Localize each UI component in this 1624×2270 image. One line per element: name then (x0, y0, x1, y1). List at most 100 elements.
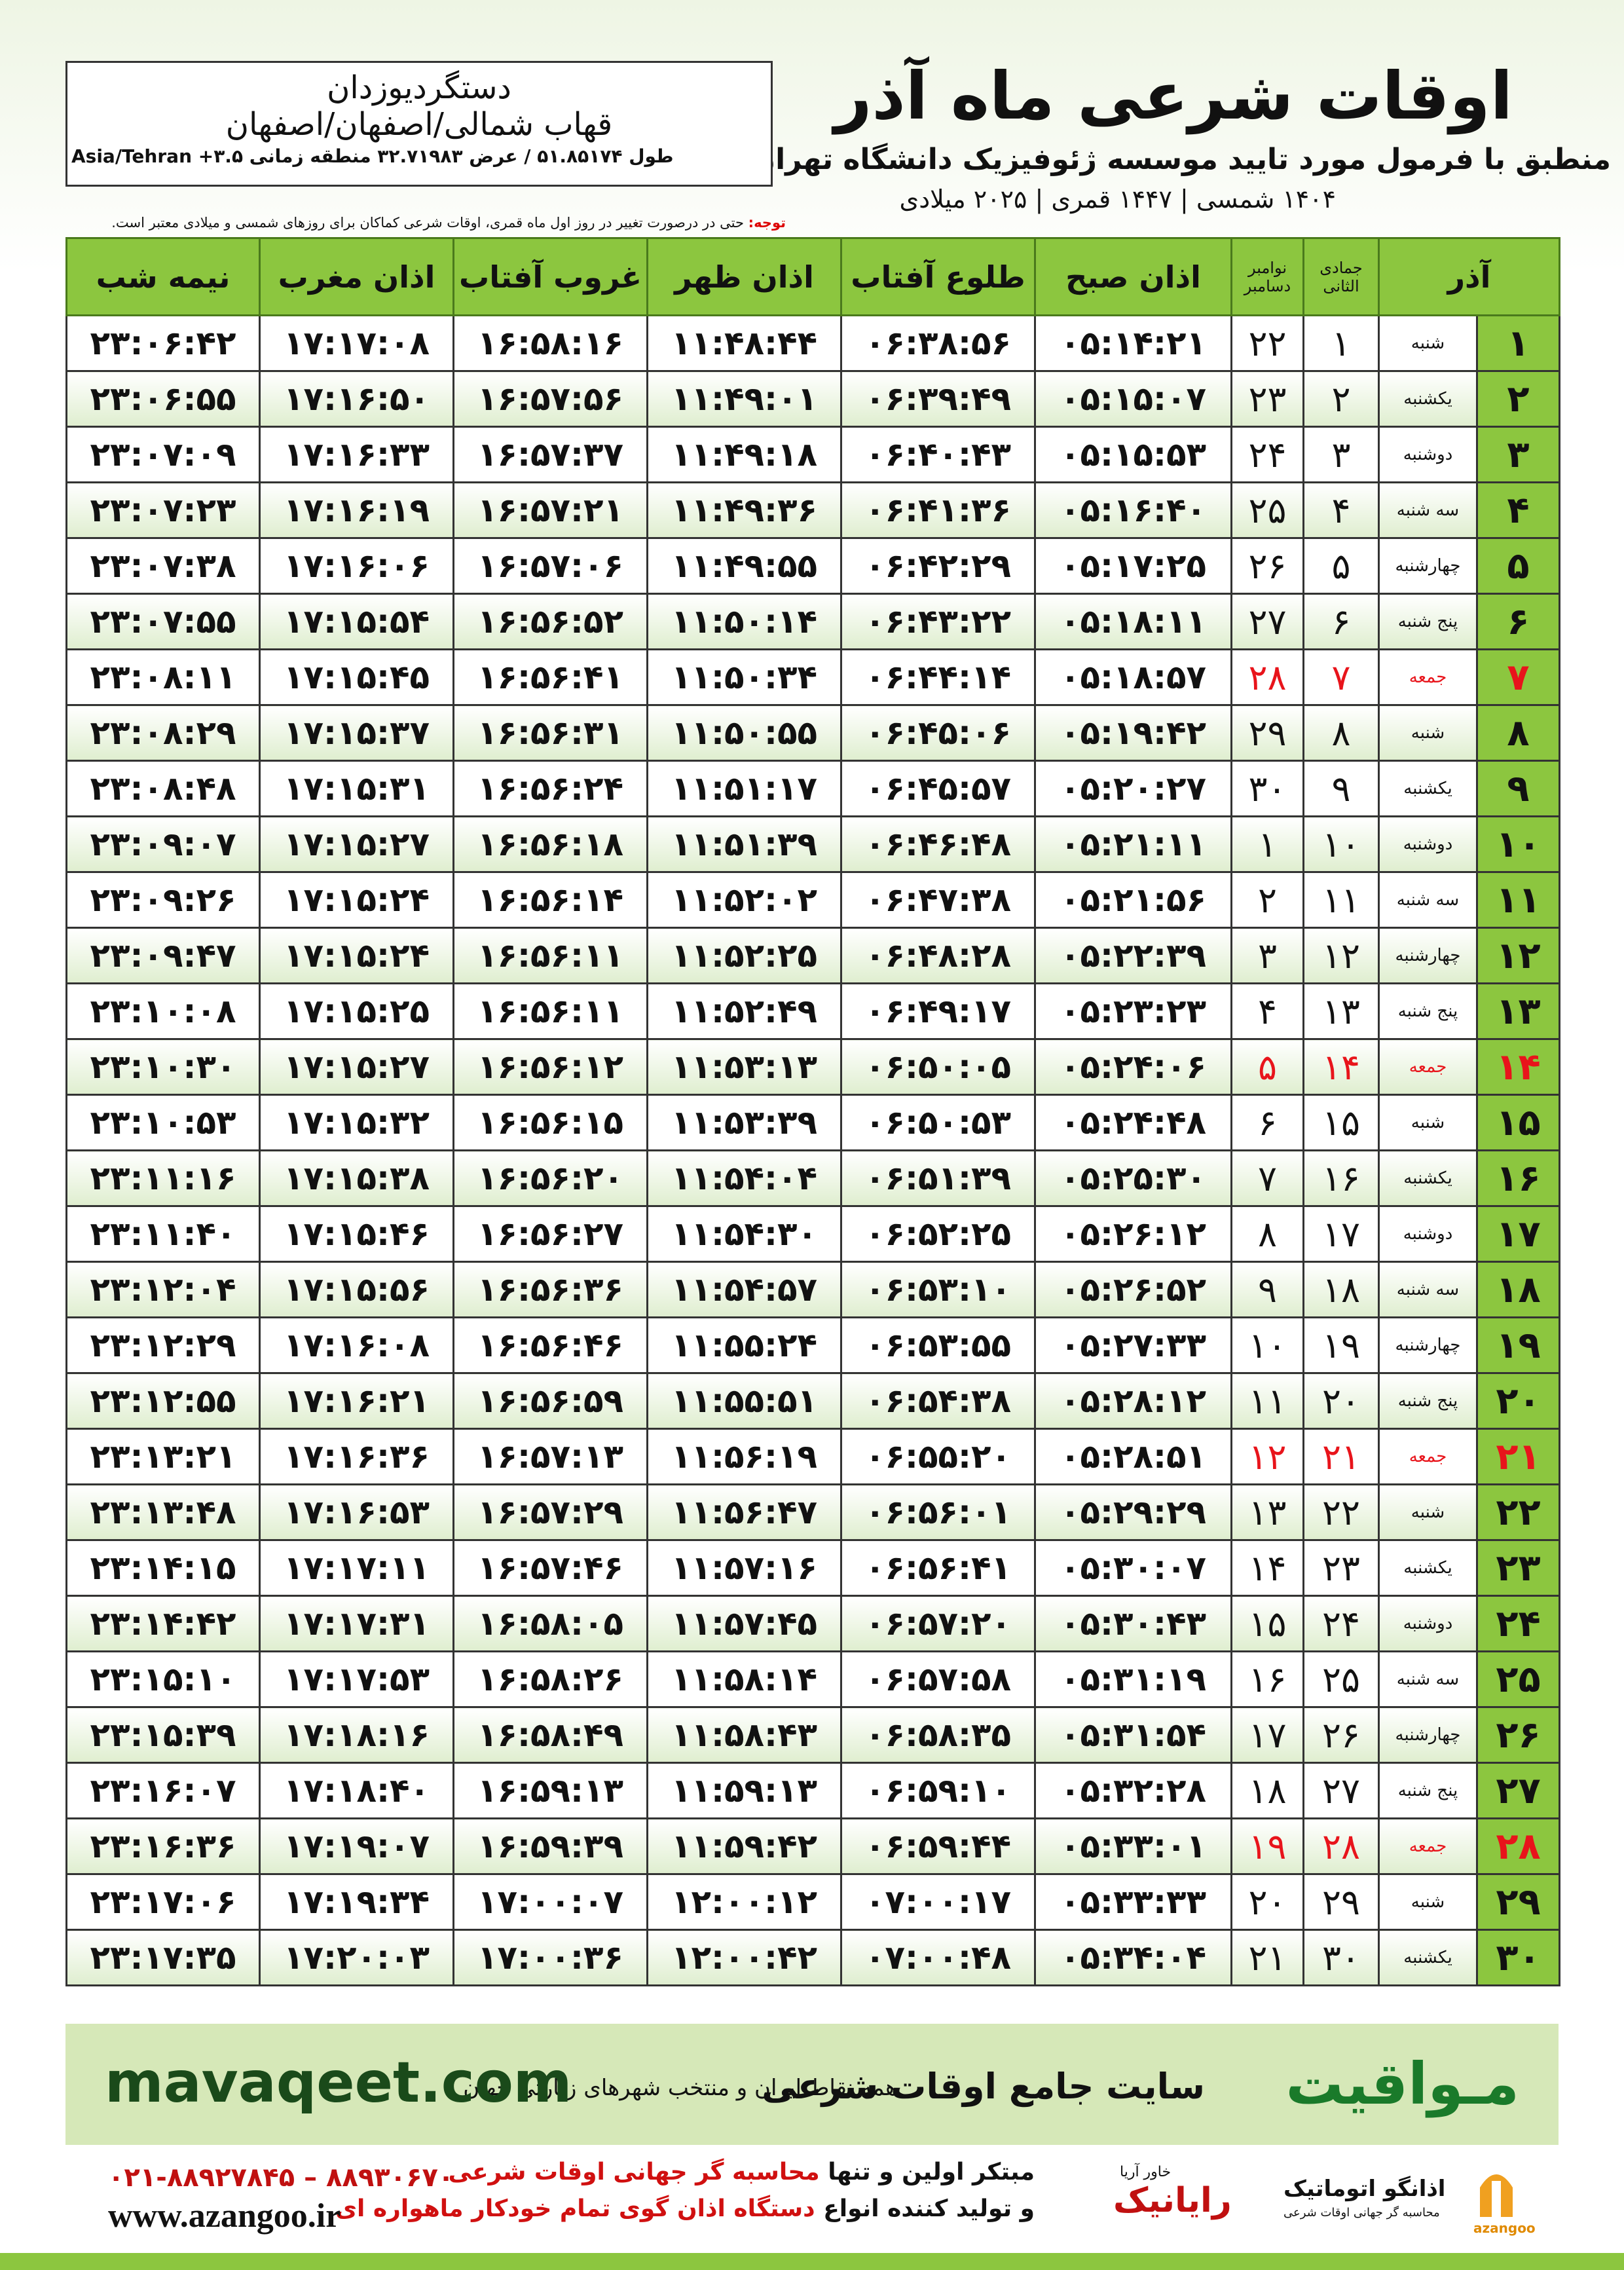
qamari-day: ۱۰ (1302, 815, 1380, 873)
time: ۰۵:۲۱:۱۱ (1034, 815, 1232, 873)
time: ۱۱:۵۳:۳۹ (646, 1094, 842, 1151)
time: ۱۷:۱۶:۲۱ (259, 1372, 454, 1430)
time: ۰۵:۱۵:۵۳ (1034, 426, 1232, 483)
time: ۲۳:۱۶:۰۷ (65, 1762, 261, 1819)
banner-desc: همه نقاط ایران و منتخب شهرهای زیارتی جها… (463, 2075, 897, 2101)
time: ۰۵:۳۲:۲۸ (1034, 1762, 1232, 1819)
prayer-table: آذر جمادی الثانی نوامبر دسامبر اذان صبح طل… (65, 237, 1561, 1986)
time: ۲۳:۱۲:۲۹ (65, 1316, 261, 1374)
time: ۱۶:۵۶:۲۰ (452, 1149, 648, 1207)
time: ۱۱:۵۷:۴۵ (646, 1595, 842, 1652)
day: ۱۸ (1476, 1261, 1561, 1318)
logo-azangoo-sub: محاسبه گر جهانی اوقات شرعی (1283, 2206, 1440, 2220)
gregorian-day: ۱۸ (1230, 1762, 1304, 1819)
day: ۸ (1476, 704, 1561, 762)
gregorian-day: ۲۴ (1230, 426, 1304, 483)
time: ۱۱:۴۹:۱۸ (646, 426, 842, 483)
time: ۰۶:۵۳:۵۵ (840, 1316, 1036, 1374)
time: ۲۳:۱۵:۳۹ (65, 1706, 261, 1764)
time: ۰۵:۲۸:۱۲ (1034, 1372, 1232, 1430)
time: ۲۳:۰۷:۰۹ (65, 426, 261, 483)
qamari-day: ۱۱ (1302, 871, 1380, 929)
gregorian-day: ۱۵ (1230, 1595, 1304, 1652)
time: ۱۱:۵۳:۱۳ (646, 1038, 842, 1096)
weekday: سه شنبه (1377, 481, 1479, 539)
footer-highlight: محاسبه گر جهانی اوقات شرعی (448, 2159, 820, 2186)
day: ۱۶ (1476, 1149, 1561, 1207)
qamari-day: ۲۱ (1302, 1428, 1380, 1485)
time-header: اذان ظهر (646, 237, 842, 316)
time: ۱۶:۵۹:۳۹ (452, 1817, 648, 1875)
time: ۱۱:۵۹:۴۲ (646, 1817, 842, 1875)
bottom-bar (0, 2253, 1624, 2270)
time: ۰۶:۵۶:۰۱ (840, 1483, 1036, 1541)
website[interactable]: www.azangoo.ir (108, 2197, 341, 2235)
time: ۰۵:۳۱:۵۴ (1034, 1706, 1232, 1764)
time: ۰۵:۲۹:۲۹ (1034, 1483, 1232, 1541)
qamari-day: ۸ (1302, 704, 1380, 762)
time: ۱۷:۱۷:۳۱ (259, 1595, 454, 1652)
header-row: آذر جمادی الثانی نوامبر دسامبر اذان صبح طل… (65, 237, 1561, 316)
time: ۰۵:۲۸:۵۱ (1034, 1428, 1232, 1485)
time: ۲۳:۰۸:۲۹ (65, 704, 261, 762)
time: ۱۷:۱۷:۵۳ (259, 1650, 454, 1708)
row: ۱۲ چهارشنبه ۱۲ ۳ ۰۵:۲۲:۳۹ ۰۶:۴۸:۲۸ ۱۱:۵۲:۲۵ ۱۶:… (65, 927, 1561, 984)
gregorian-day: ۲۹ (1230, 704, 1304, 762)
time-header: طلوع آفتاب (840, 237, 1036, 316)
qamari-day: ۷ (1302, 648, 1380, 706)
time: ۰۶:۴۲:۲۹ (840, 537, 1036, 595)
time: ۱۱:۵۶:۴۷ (646, 1483, 842, 1541)
time: ۰۵:۱۷:۲۵ (1034, 537, 1232, 595)
gregorian-day: ۲۸ (1230, 648, 1304, 706)
weekday: جمعه (1377, 1817, 1479, 1875)
gregorian-day: ۶ (1230, 1094, 1304, 1151)
time: ۱۱:۵۶:۱۹ (646, 1428, 842, 1485)
day: ۱۵ (1476, 1094, 1561, 1151)
time: ۱۷:۱۵:۲۷ (259, 1038, 454, 1096)
time: ۰۶:۵۷:۵۸ (840, 1650, 1036, 1708)
row: ۲۹ شنبه ۲۹ ۲۰ ۰۵:۳۳:۳۳ ۰۷:۰۰:۱۷ ۱۲:۰۰:۱۲ ۱۷:۰۰:… (65, 1873, 1561, 1931)
time: ۰۶:۴۰:۴۳ (840, 426, 1036, 483)
time: ۰۵:۲۶:۱۲ (1034, 1205, 1232, 1263)
footer-text: مبتکر اولین و تنها (828, 2159, 1035, 2186)
time: ۱۶:۵۷:۵۶ (452, 370, 648, 428)
gregorian-day: ۳ (1230, 927, 1304, 984)
gregorian-day: ۲۷ (1230, 593, 1304, 650)
time: ۰۵:۲۴:۴۸ (1034, 1094, 1232, 1151)
time: ۰۶:۵۰:۵۳ (840, 1094, 1036, 1151)
weekday: شنبه (1377, 314, 1479, 372)
footer: مبتکر اولین و تنها محاسبه گر جهانی اوقات… (0, 2155, 1624, 2246)
qamari-day: ۱۲ (1302, 927, 1380, 984)
time: ۲۳:۱۶:۳۶ (65, 1817, 261, 1875)
time: ۱۶:۵۸:۰۵ (452, 1595, 648, 1652)
url[interactable]: mavaqeet.com (105, 2050, 572, 2115)
qamari-day: ۱۶ (1302, 1149, 1380, 1207)
time: ۱۷:۱۷:۱۱ (259, 1539, 454, 1597)
time: ۰۶:۴۳:۲۲ (840, 593, 1036, 650)
qamari-day: ۲۰ (1302, 1372, 1380, 1430)
time: ۱۶:۵۷:۰۶ (452, 537, 648, 595)
time: ۲۳:۱۳:۴۸ (65, 1483, 261, 1541)
time: ۱۱:۵۸:۱۴ (646, 1650, 842, 1708)
row: ۲ یکشنبه ۲ ۲۳ ۰۵:۱۵:۰۷ ۰۶:۳۹:۴۹ ۱۱:۴۹:۰۱ ۱۶:۵۷:… (65, 370, 1561, 428)
time: ۱۶:۵۹:۱۳ (452, 1762, 648, 1819)
time: ۱۶:۵۷:۲۹ (452, 1483, 648, 1541)
time: ۱۷:۱۶:۰۶ (259, 537, 454, 595)
subtitle: منطبق با فرمول مورد تایید موسسه ژئوفیزیک… (750, 143, 1611, 176)
row: ۱۰ دوشنبه ۱۰ ۱ ۰۵:۲۱:۱۱ ۰۶:۴۶:۴۸ ۱۱:۵۱:۳۹ ۱۶:۵۶… (65, 815, 1561, 873)
time: ۱۷:۱۹:۳۴ (259, 1873, 454, 1931)
gregorian-day: ۲۱ (1230, 1929, 1304, 1986)
qamari-day: ۲۴ (1302, 1595, 1380, 1652)
row: ۲۰ پنج شنبه ۲۰ ۱۱ ۰۵:۲۸:۱۲ ۰۶:۵۴:۳۸ ۱۱:۵۵:۵۱ ۱۶… (65, 1372, 1561, 1430)
time: ۲۳:۰۹:۲۶ (65, 871, 261, 929)
time: ۲۳:۰۷:۳۸ (65, 537, 261, 595)
qamari-day: ۱۹ (1302, 1316, 1380, 1374)
weekday: سه شنبه (1377, 871, 1479, 929)
time: ۰۶:۵۹:۴۴ (840, 1817, 1036, 1875)
time: ۱۶:۵۷:۱۳ (452, 1428, 648, 1485)
time: ۱۱:۵۰:۵۵ (646, 704, 842, 762)
gregorian-day: ۲۲ (1230, 314, 1304, 372)
row: ۴ سه شنبه ۴ ۲۵ ۰۵:۱۶:۴۰ ۰۶:۴۱:۳۶ ۱۱:۴۹:۳۶ ۱۶:۵۷… (65, 481, 1561, 539)
qamari-day: ۲۸ (1302, 1817, 1380, 1875)
